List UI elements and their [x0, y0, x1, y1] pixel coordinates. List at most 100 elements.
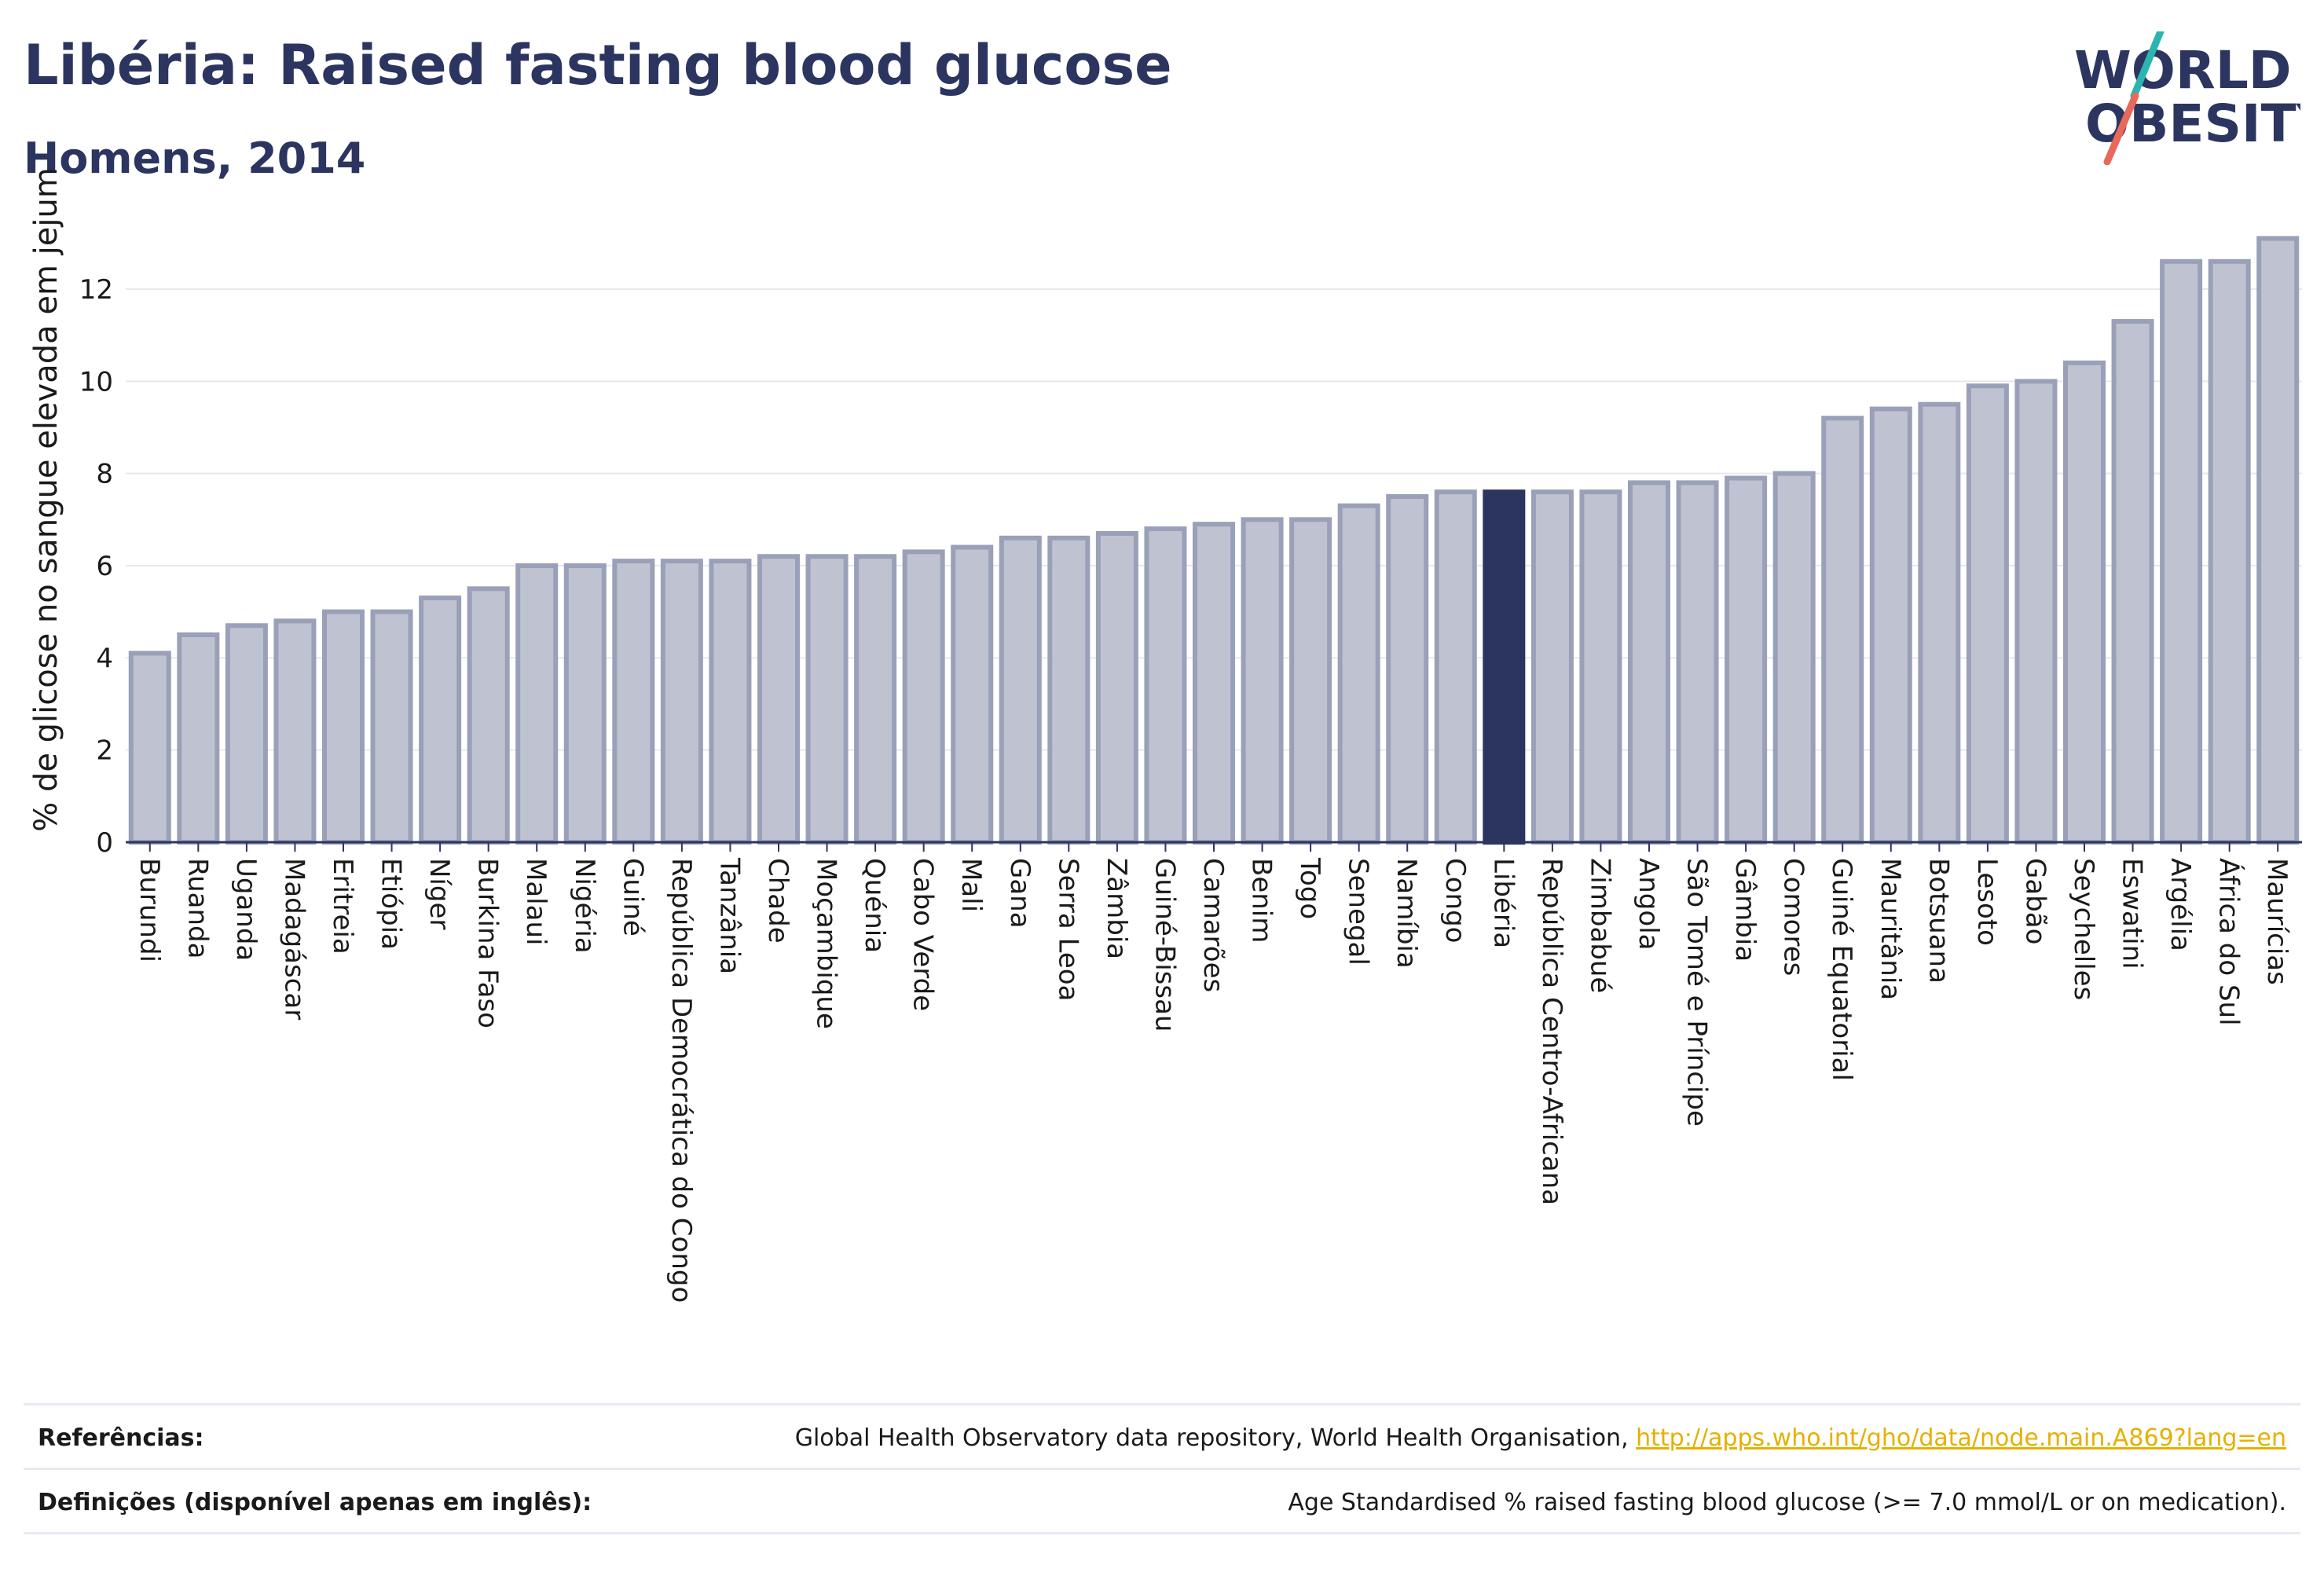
y-tick-label: 2: [96, 735, 113, 767]
references-row: Referências: Global Health Observatory d…: [24, 1403, 2300, 1470]
x-tick-label: Guiné: [617, 858, 648, 936]
logo-slash-teal: [2130, 31, 2165, 100]
bar[interactable]: [1386, 494, 1429, 845]
x-tick-label: São Tomé e Príncipe: [1681, 858, 1713, 1127]
bar[interactable]: [1289, 517, 1332, 845]
x-tick-label: Mali: [955, 858, 987, 912]
definitions-label: Definições (disponível apenas em inglês)…: [38, 1488, 592, 1516]
bar[interactable]: [805, 554, 849, 845]
bar[interactable]: [612, 559, 655, 845]
bar[interactable]: [321, 609, 365, 845]
y-tick-label: 6: [96, 551, 113, 582]
bars: [128, 236, 2300, 845]
x-tick-label: Seychelles: [2068, 858, 2099, 1000]
x-tick-label: Zimbabué: [1584, 858, 1615, 993]
x-tick-label: África do Sul: [2213, 858, 2245, 1026]
x-tick-label: Benim: [1246, 858, 1277, 943]
bar[interactable]: [1579, 489, 1622, 845]
x-tick-label: Eswatini: [2117, 858, 2148, 969]
bar[interactable]: [1530, 489, 1574, 845]
bar[interactable]: [1627, 480, 1671, 845]
bar[interactable]: [1337, 503, 1380, 845]
bar[interactable]: [2111, 319, 2154, 845]
bar[interactable]: [419, 596, 462, 845]
x-tick-label: Libéria: [1487, 858, 1519, 948]
definitions-row: Definições (disponível apenas em inglês)…: [24, 1468, 2300, 1534]
x-tick-label: Chade: [762, 858, 794, 944]
x-tick-label: Burkina Faso: [472, 858, 504, 1028]
x-tick-label: Quénia: [859, 858, 890, 953]
world-obesity-logo: WORLD OBESITY: [2074, 31, 2300, 165]
bar[interactable]: [2014, 379, 2058, 845]
bar[interactable]: [999, 535, 1042, 845]
y-tick-label: 10: [79, 366, 113, 398]
x-tick-label: Guiné Equatorial: [1826, 858, 1857, 1081]
bar[interactable]: [951, 544, 994, 845]
bar[interactable]: [273, 618, 317, 845]
bar-chart: 0 2 4 6 8 10 12 Burundi Ruanda Uganda Madagáscar E…: [28, 167, 2302, 1303]
bar[interactable]: [467, 586, 510, 845]
bar[interactable]: [1966, 383, 2009, 845]
bar[interactable]: [1869, 406, 1912, 845]
x-ticks: Burundi Ruanda Uganda Madagáscar Eritreia Eti…: [134, 842, 2293, 1303]
y-axis-label: % de glicose no sangue elevada em jejum: [28, 167, 64, 832]
references-value: Global Health Observatory data repositor…: [795, 1424, 2300, 1452]
bar[interactable]: [370, 609, 413, 845]
x-tick-label: Níger: [423, 858, 455, 929]
bar[interactable]: [2062, 360, 2106, 845]
bar[interactable]: [515, 563, 559, 845]
x-tick-label: Botsuana: [1923, 858, 1954, 984]
bar[interactable]: [709, 559, 752, 845]
x-tick-label: Gana: [1004, 858, 1036, 929]
bar[interactable]: [1725, 475, 1768, 845]
x-tick-label: Etiópia: [376, 858, 407, 950]
x-tick-label: Mauritânia: [1875, 858, 1906, 1000]
page-title: Libéria: Raised fasting blood glucose: [24, 33, 1172, 97]
x-tick-label: Maurícias: [2261, 858, 2293, 985]
bar[interactable]: [2256, 236, 2300, 845]
references-link[interactable]: http://apps.who.int/gho/data/node.main.A…: [1636, 1424, 2286, 1452]
x-tick-label: Tanzânia: [713, 857, 745, 974]
bar[interactable]: [563, 563, 607, 845]
bar[interactable]: [128, 651, 171, 845]
x-tick-label: Togo: [1294, 857, 1325, 919]
logo-line1: WORLD: [2074, 40, 2292, 101]
x-tick-label: Gabão: [2019, 858, 2051, 944]
bar[interactable]: [1241, 517, 1284, 845]
bar[interactable]: [177, 632, 220, 845]
bar[interactable]: [1918, 401, 1961, 845]
bar[interactable]: [660, 559, 703, 845]
x-tick-label: Ruanda: [181, 858, 213, 958]
x-tick-label: Angola: [1633, 858, 1664, 950]
bar[interactable]: [757, 554, 801, 845]
x-tick-label: Guiné-Bissau: [1149, 858, 1180, 1032]
logo-slash-red: [2103, 92, 2139, 165]
y-tick-label: 8: [96, 459, 113, 490]
page-subtitle: Homens, 2014: [24, 134, 366, 183]
bar[interactable]: [1434, 489, 1477, 845]
bar[interactable]: [1144, 526, 1187, 845]
bar[interactable]: [902, 549, 945, 845]
bar-highlight[interactable]: [1483, 489, 1526, 845]
y-tick-label: 12: [79, 274, 113, 306]
x-tick-label: Gâmbia: [1729, 858, 1761, 962]
bar[interactable]: [1095, 530, 1138, 845]
bar[interactable]: [1192, 522, 1236, 845]
references-text: Global Health Observatory data repositor…: [794, 1424, 1637, 1452]
x-tick-label: Nigéria: [569, 858, 600, 954]
bar[interactable]: [2208, 258, 2251, 845]
bar[interactable]: [854, 554, 897, 845]
bar[interactable]: [225, 623, 268, 845]
x-tick-label: Madagáscar: [278, 858, 310, 1020]
x-tick-label: Moçambique: [811, 858, 842, 1029]
bar[interactable]: [1772, 471, 1816, 845]
x-tick-label: Lesoto: [1971, 858, 2003, 946]
x-tick-label: Burundi: [134, 858, 165, 962]
bar[interactable]: [1676, 480, 1719, 845]
bar[interactable]: [1047, 535, 1091, 845]
x-tick-label: Uganda: [230, 858, 262, 961]
x-tick-label: Cabo Verde: [907, 858, 939, 1011]
references-label: Referências:: [38, 1424, 204, 1452]
bar[interactable]: [1821, 416, 1864, 845]
bar[interactable]: [2160, 258, 2203, 845]
